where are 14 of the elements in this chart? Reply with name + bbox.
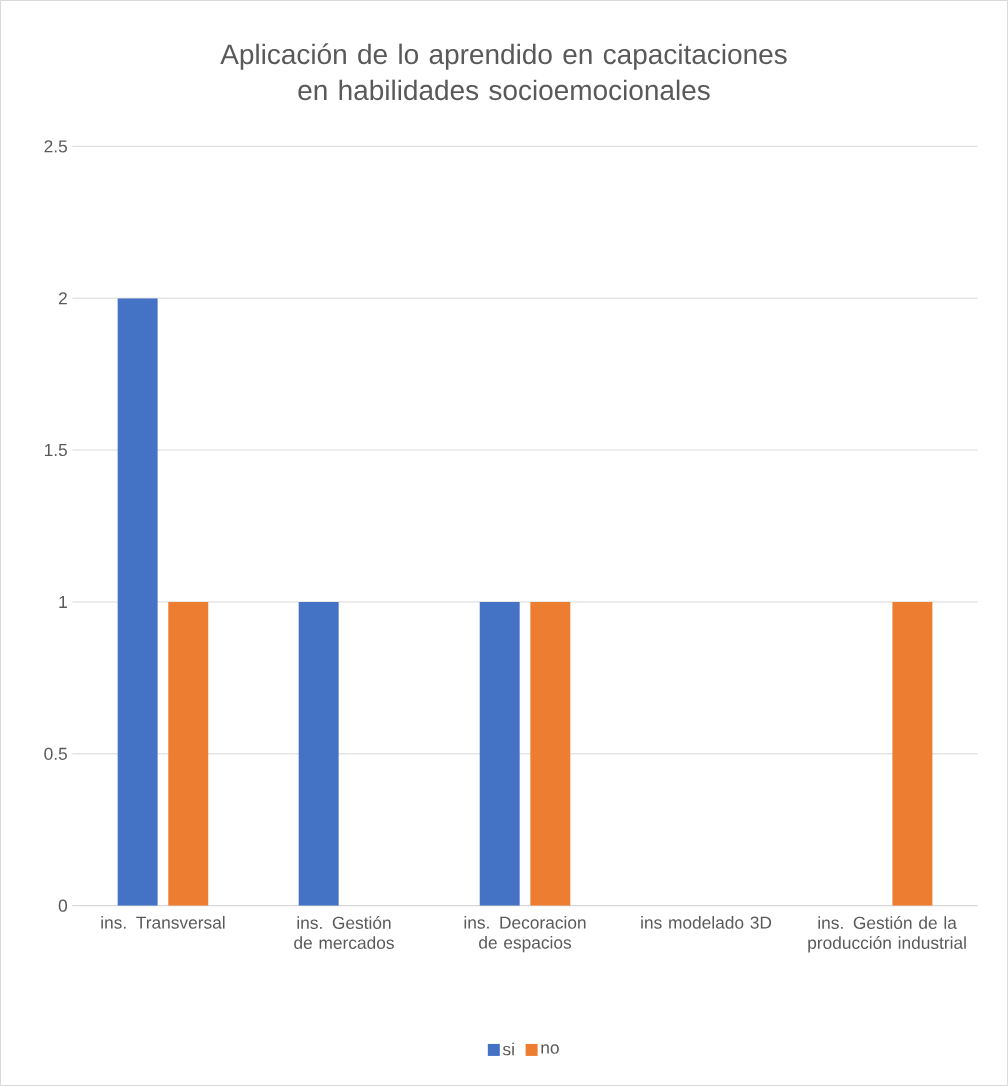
y-tick-label: 0 xyxy=(58,899,68,912)
y-tick-label: 2.5 xyxy=(44,140,67,153)
legend-label: si xyxy=(502,1042,514,1056)
y-tick-label: 1 xyxy=(59,595,67,608)
x-tick-label: ins modelado 3D xyxy=(641,916,772,929)
y-tick-label: 0.5 xyxy=(44,747,67,760)
x-tick-label: ins. Gestión de mercados xyxy=(294,916,394,949)
x-tick-label: ins. Transversal xyxy=(101,916,225,929)
chart-title: Aplicación de lo aprendido en capacitaciones en habilidades socioemocionales xyxy=(220,43,787,101)
y-tick-label: 1.5 xyxy=(44,444,67,457)
y-tick-label: 2 xyxy=(58,292,67,305)
x-tick-label: ins. Gestión de la producción industrial xyxy=(808,916,966,953)
x-tick-label: ins. Decoracion de espacios xyxy=(464,916,586,953)
legend-label: no xyxy=(541,1044,559,1054)
